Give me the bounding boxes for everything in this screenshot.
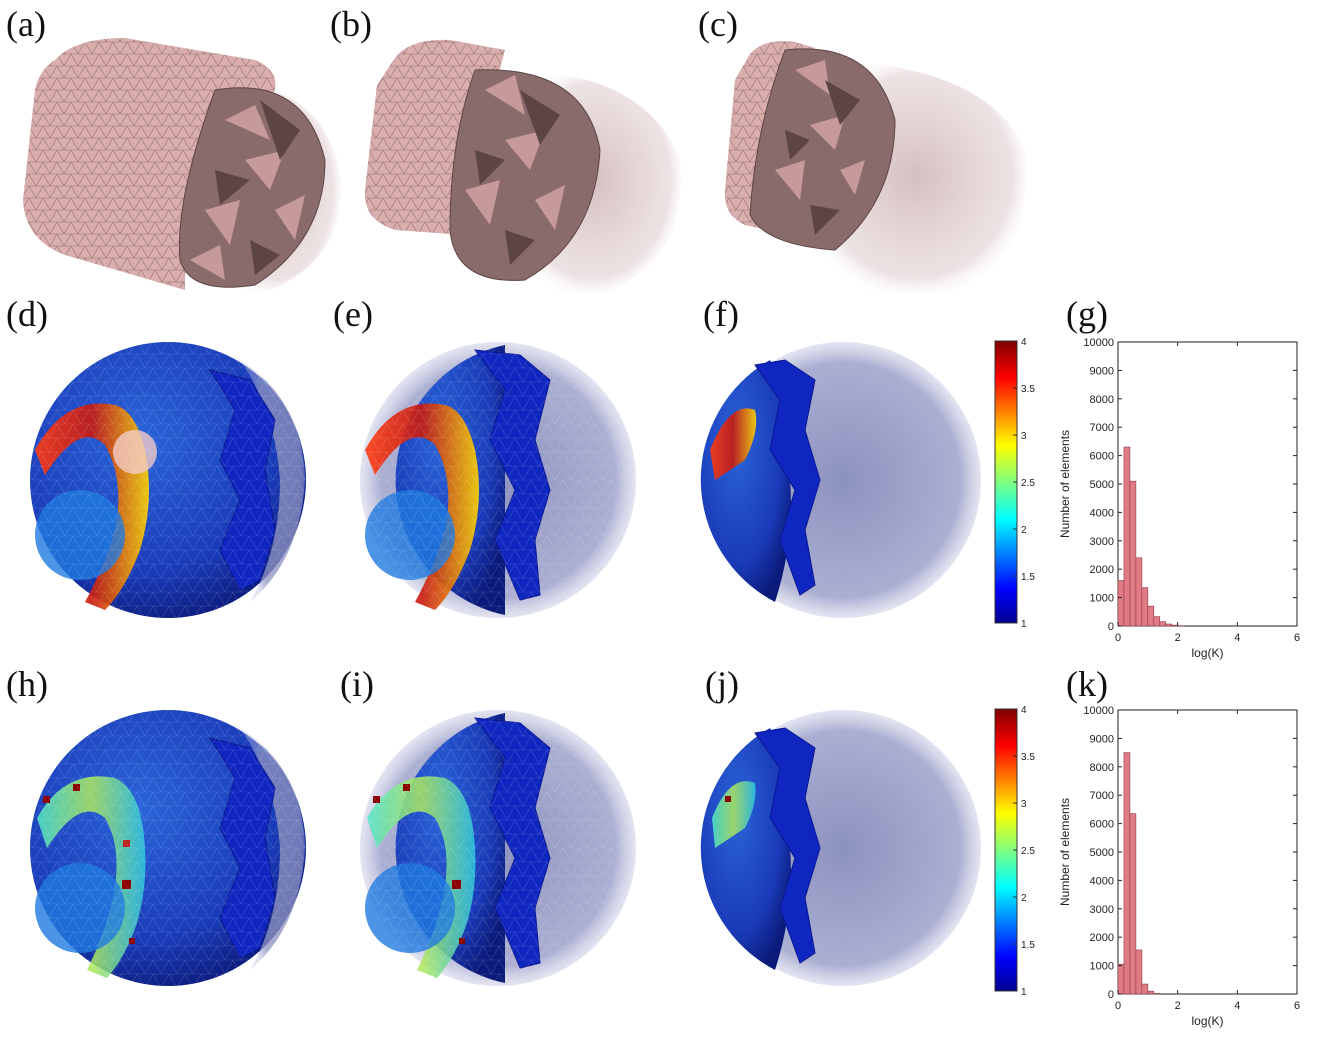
y-tick-label: 9000 (1090, 365, 1114, 377)
panel-label-d: (d) (6, 294, 48, 334)
x-tick-label: 4 (1234, 632, 1240, 644)
panel-label-h: (h) (6, 664, 48, 704)
colorbar-tick-label: 1.5 (1021, 940, 1035, 951)
histogram-g: 0 1000 2000 3000 4000 5000 6000 7000 8000 9000 100… (1058, 337, 1300, 660)
histogram-bar (1129, 480, 1137, 627)
x-tick-label: 4 (1234, 1000, 1240, 1012)
histogram-bar (1159, 621, 1167, 627)
plot-area (1117, 341, 1298, 627)
mesh-render-a (23, 38, 342, 292)
y-axis-label: Number of elements (1058, 430, 1072, 538)
colorbar-tick-label: 2.5 (1021, 478, 1035, 489)
colorbar-tick-label: 3 (1021, 799, 1027, 810)
panel-label-i: (i) (340, 664, 374, 704)
x-axis-label: log(K) (1191, 646, 1223, 660)
histogram-bar (1153, 993, 1161, 995)
panel-label-c: (c) (698, 4, 738, 44)
y-tick-label: 8000 (1090, 762, 1114, 774)
y-tick-label: 6000 (1090, 451, 1114, 463)
panel-label-e: (e) (333, 294, 373, 334)
sphere-render-d (30, 342, 306, 618)
y-tick-label: 4000 (1090, 507, 1114, 519)
histogram-bar (1141, 983, 1149, 995)
plot-area (1117, 709, 1298, 995)
histogram-bar (1147, 605, 1155, 627)
y-tick-label: 9000 (1090, 733, 1114, 745)
y-tick-label: 7000 (1090, 790, 1114, 802)
y-tick-label: 2000 (1090, 564, 1114, 576)
panel-label-j: (j) (705, 664, 739, 704)
y-tick-label: 0 (1108, 989, 1114, 1001)
y-tick-label: 3000 (1090, 536, 1114, 548)
x-tick-label: 0 (1115, 1000, 1121, 1012)
histogram-bar (1147, 990, 1155, 995)
colorbar-tick-label: 2.5 (1021, 846, 1035, 857)
histogram-bar (1171, 624, 1178, 627)
colorbar-bottom: 4 3.5 3 2.5 2 1.5 1 (994, 705, 1035, 998)
histogram-bar (1117, 580, 1125, 627)
panel-label-g: (g) (1066, 294, 1108, 334)
y-tick-label: 10000 (1083, 337, 1114, 349)
x-tick-label: 2 (1175, 632, 1181, 644)
colorbar-top: 4 3.5 3 2.5 2 1.5 1 (994, 337, 1035, 630)
histogram-bar (1129, 813, 1137, 995)
colorbar-tick-label: 1 (1021, 619, 1027, 630)
colorbar-tick-label: 3.5 (1021, 752, 1035, 763)
sphere-render-h (30, 710, 306, 986)
y-tick-label: 6000 (1090, 819, 1114, 831)
panel-label-k: (k) (1066, 664, 1108, 704)
colorbar-tick-label: 4 (1021, 705, 1027, 716)
y-tick-label: 5000 (1090, 479, 1114, 491)
y-tick-label: 4000 (1090, 875, 1114, 887)
y-tick-label: 3000 (1090, 904, 1114, 916)
panel-label-f: (f) (703, 294, 739, 334)
sphere-render-f (700, 342, 981, 618)
histogram-bar (1153, 616, 1161, 627)
sphere-render-e (360, 342, 636, 618)
histogram-bar (1135, 949, 1143, 995)
colorbar-tick-label: 1.5 (1021, 572, 1035, 583)
x-tick-label: 6 (1294, 1000, 1300, 1012)
histogram-bar (1123, 752, 1131, 995)
sphere-render-j (700, 710, 981, 986)
y-tick-label: 1000 (1090, 593, 1114, 605)
histogram-bar (1165, 623, 1172, 627)
y-tick-label: 2000 (1090, 932, 1114, 944)
colorbar-tick-label: 2 (1021, 525, 1027, 536)
histogram-k: 0 1000 2000 3000 4000 5000 6000 7000 8000 9000 100… (1058, 705, 1300, 1028)
colorbar-tick-label: 3 (1021, 431, 1027, 442)
y-tick-label: 1000 (1090, 961, 1114, 973)
y-axis-label: Number of elements (1058, 798, 1072, 906)
x-tick-label: 6 (1294, 632, 1300, 644)
y-tick-label: 0 (1108, 621, 1114, 633)
y-tick-label: 7000 (1090, 422, 1114, 434)
histogram-bar (1117, 963, 1125, 995)
y-tick-label: 10000 (1083, 705, 1114, 717)
x-axis-label: log(K) (1191, 1014, 1223, 1028)
sphere-render-i (360, 710, 636, 986)
colorbar-tick-label: 3.5 (1021, 384, 1035, 395)
y-tick-label: 5000 (1090, 847, 1114, 859)
panel-label-b: (b) (330, 4, 372, 44)
mesh-render-c (724, 41, 1027, 292)
y-tick-label: 8000 (1090, 394, 1114, 406)
x-tick-label: 2 (1175, 1000, 1181, 1012)
colorbar-tick-label: 4 (1021, 337, 1027, 348)
x-tick-label: 0 (1115, 632, 1121, 644)
histogram-bar (1141, 587, 1149, 627)
colorbar-tick-label: 1 (1021, 987, 1027, 998)
colorbar-tick-label: 2 (1021, 893, 1027, 904)
histogram-bar (1135, 557, 1143, 627)
histogram-bar (1123, 446, 1131, 627)
panel-label-a: (a) (6, 4, 46, 44)
mesh-render-b (364, 39, 682, 292)
